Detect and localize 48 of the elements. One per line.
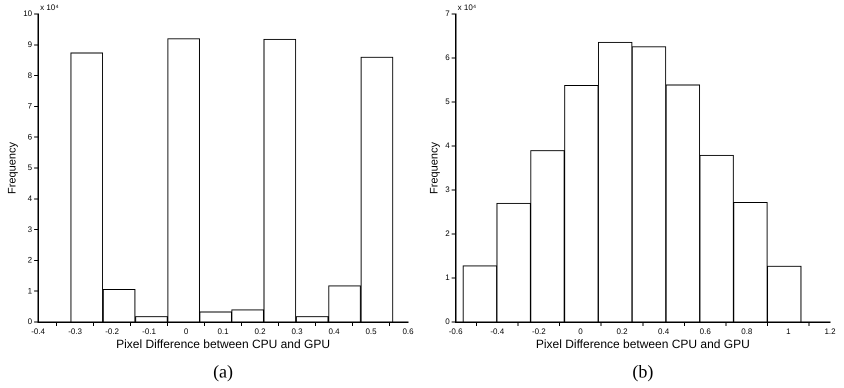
x-tick-label: 0.3 [291,327,304,336]
x-tick-label: -0.4 [31,327,46,336]
y-tick-label: 6 [445,53,450,62]
x-tick-label: 0.4 [658,327,670,336]
text: x 10⁴ [40,3,60,12]
y-tick-label: 0 [28,317,33,326]
y-tick-label: 8 [28,70,33,80]
x-tick-label: 1 [786,327,792,336]
x-tick-label: 0.2 [254,327,266,336]
y-tick-label: 4 [28,194,33,204]
y-tick-label: 7 [445,9,450,18]
x-tick-label: -0.3 [68,327,83,336]
y-tick-label: 2 [445,229,450,238]
x-tick-label: -0.2 [532,327,546,336]
x-tick-label: 0.4 [328,327,340,336]
x-tick-label: 1.2 [824,327,836,336]
x-tick-label: 0.5 [365,327,378,336]
text: (b) [632,362,654,382]
text: x 10⁴ [458,3,477,12]
x-tick-label: 0.8 [741,327,753,336]
y-tick-label: 6 [28,132,33,142]
x-tick-label: 0 [184,327,189,336]
y-tick-label: 7 [28,102,33,111]
x-tick-label: 0 [578,327,584,336]
x-tick-label: -0.6 [448,327,464,336]
x-tick-label: 0.6 [402,327,414,336]
y-tick-label: 10 [23,9,33,18]
x-axis-title: Pixel Difference between CPU and GPU [536,337,750,352]
y-tick-label: 5 [28,163,33,172]
y-tick-label: 3 [28,224,33,234]
y-tick-label: 5 [445,97,450,106]
y-tick-label: 3 [445,185,450,194]
x-tick-label: -0.4 [490,327,505,336]
y-tick-label: 1 [28,286,33,296]
x-tick-label: -0.2 [105,327,120,336]
y-tick-label: 1 [445,273,450,282]
y-tick-label: 9 [28,40,33,50]
y-tick-label: 2 [28,256,33,265]
x-axis-title: Pixel Difference between CPU and GPU [116,337,330,352]
y-tick-label: 4 [445,141,450,150]
text: (a) [213,362,234,382]
y-tick-label: 0 [445,317,450,326]
y-axis-title: Frequency [428,142,441,194]
x-tick-label: 0.6 [700,327,712,336]
y-axis-title: Frequency [6,142,19,194]
x-tick-label: -0.1 [142,327,157,336]
x-tick-label: 0.2 [616,327,628,336]
x-tick-label: 0.1 [217,327,230,336]
